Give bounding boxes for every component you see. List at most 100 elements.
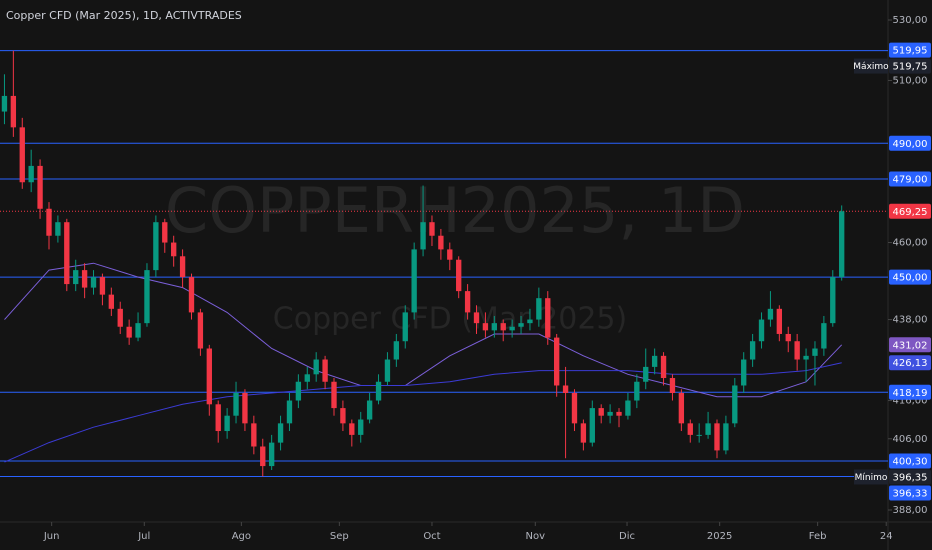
candle-body: [473, 312, 480, 324]
y-tick-label: 388,00: [893, 505, 928, 516]
x-tick-label: Nov: [526, 531, 546, 542]
candle-body: [215, 404, 221, 432]
candle-body: [589, 408, 595, 443]
candle-body: [304, 374, 310, 382]
candle-body: [741, 359, 747, 386]
candle-body: [90, 277, 97, 288]
level-label: 490,00: [893, 139, 928, 150]
ma-label-box: [889, 337, 931, 353]
level-label: 450,00: [893, 273, 928, 284]
candle-body: [153, 222, 159, 271]
x-tick-label: Sep: [330, 531, 349, 542]
candle-body: [651, 355, 658, 367]
last-price-label: 469,25: [893, 207, 928, 218]
tag-box: [854, 469, 888, 485]
moving-average: [4, 362, 842, 463]
candle-body: [375, 381, 382, 401]
candle-body: [562, 385, 569, 393]
candle-body: [553, 337, 560, 386]
y-tick-label: 530,00: [893, 15, 928, 26]
ma-label: 431,02: [893, 340, 928, 351]
candle-body: [411, 249, 417, 313]
last-price-label-box: [889, 203, 931, 219]
candle-body: [767, 308, 774, 320]
candle-body: [749, 341, 756, 360]
candle-body: [634, 381, 640, 401]
candle-body: [322, 359, 328, 382]
level-label-box: [889, 135, 931, 151]
candle-body: [81, 270, 88, 288]
candle-body: [393, 341, 400, 360]
candle-body: [616, 411, 622, 416]
candle-body: [839, 211, 845, 278]
candle-body: [46, 208, 52, 236]
candle-body: [794, 341, 800, 360]
max-label-box: [889, 58, 931, 74]
candle-body: [821, 323, 827, 349]
candle-body: [482, 323, 489, 331]
candle-body: [500, 323, 506, 331]
x-tick-label: Feb: [809, 531, 827, 542]
candle-body: [625, 400, 631, 416]
x-tick-label: Dic: [619, 531, 635, 542]
x-tick-label: 24: [880, 531, 893, 542]
level-label: 418,19: [893, 388, 928, 399]
min-label-box: [889, 469, 931, 485]
tag-box: [854, 58, 888, 74]
candle-body: [366, 400, 373, 420]
candle-body: [678, 392, 685, 424]
ma-label-box: [889, 355, 931, 371]
candle-body: [37, 165, 43, 209]
candle-body: [295, 381, 302, 401]
candle-body: [536, 298, 542, 320]
y-tick-label: 510,00: [893, 75, 928, 86]
level-label: 400,30: [893, 456, 928, 467]
candle-body: [358, 419, 364, 435]
y-tick-label: 438,00: [893, 315, 928, 326]
price-tag-box: [889, 42, 931, 58]
min-label: 396,35: [893, 472, 928, 483]
candle-body: [28, 165, 34, 183]
candle-body: [758, 319, 765, 342]
price-tag: 396,33: [893, 488, 928, 499]
level-label-box: [889, 384, 931, 400]
candle-body: [233, 392, 239, 416]
candle-body: [687, 423, 693, 435]
candle-body: [188, 277, 195, 313]
candle-body: [527, 319, 533, 324]
candle-body: [732, 385, 738, 424]
candle-body: [349, 423, 355, 435]
tag-label: Mínimo: [855, 473, 888, 483]
candle-body: [571, 392, 578, 424]
candle-body: [108, 294, 115, 309]
candle-body: [260, 446, 266, 467]
candle-body: [447, 249, 453, 260]
candle-body: [206, 348, 212, 405]
candle-body: [144, 270, 150, 324]
candle-body: [607, 411, 613, 416]
candle-body: [660, 355, 667, 379]
candle-body: [830, 277, 836, 324]
y-tick-label: 416,00: [893, 396, 928, 407]
candle-body: [179, 256, 186, 278]
candle-body: [714, 423, 720, 451]
y-tick-label: 406,00: [893, 434, 928, 445]
x-tick-label: Jul: [137, 531, 150, 542]
level-label-box: [889, 269, 931, 285]
candle-body: [384, 359, 391, 382]
candle-body: [580, 423, 587, 443]
candle-body: [643, 366, 649, 382]
chart-title: Copper CFD (Mar 2025), 1D, ACTIVTRADES: [6, 9, 242, 22]
candle-body: [10, 95, 17, 128]
candle-body: [420, 222, 426, 250]
candle-body: [785, 333, 791, 342]
level-label-box: [889, 171, 931, 187]
candle-body: [429, 222, 435, 236]
candle-body: [803, 355, 809, 360]
candle-body: [776, 308, 783, 334]
candle-body: [545, 298, 551, 338]
candle-body: [126, 326, 132, 338]
